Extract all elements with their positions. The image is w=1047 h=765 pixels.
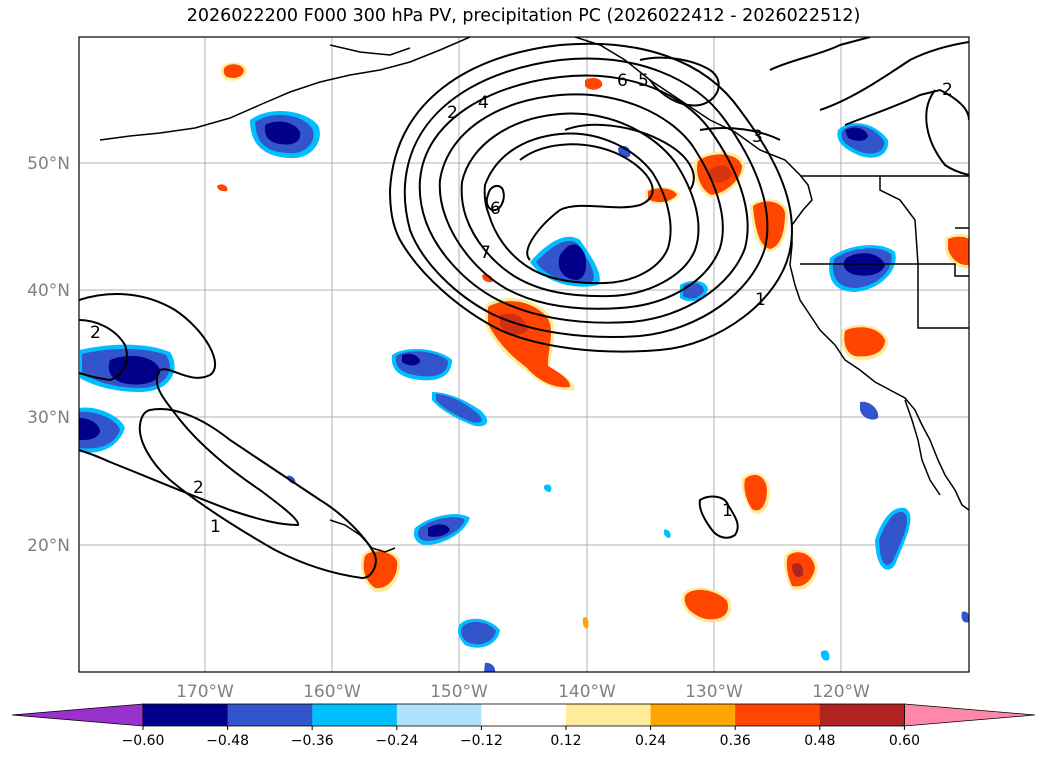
colorbar-tick-label: 0.60 — [889, 733, 920, 749]
map-frame — [78, 36, 970, 673]
contour-label: 1 — [755, 290, 766, 310]
precip-negative-blobs — [79, 110, 969, 672]
contour-label: 4 — [478, 93, 489, 113]
lon-label-160w: 160°W — [303, 682, 361, 702]
colorbar-tick-label: 0.36 — [720, 733, 751, 749]
lon-label-150w: 150°W — [430, 682, 488, 702]
contour-label: 5 — [638, 71, 649, 91]
lat-label-30n: 30°N — [27, 408, 70, 428]
longitude-labels: 170°W 160°W 150°W 140°W 130°W 120°W — [176, 682, 870, 702]
lon-label-170w: 170°W — [176, 682, 234, 702]
colorbar-tick-label: −0.60 — [122, 733, 165, 749]
contour-label: 2 — [447, 103, 458, 123]
contour-label: 2 — [90, 323, 101, 343]
contour-label: 6 — [490, 199, 501, 219]
colorbar-segment — [650, 704, 736, 726]
lat-label-40n: 40°N — [27, 281, 70, 301]
colorbar-extend-low — [11, 703, 144, 727]
contour-label: 2 — [942, 80, 953, 100]
colorbar-segment — [312, 704, 398, 726]
colorbar-tick-label: 0.48 — [804, 733, 835, 749]
colorbar-segment — [396, 704, 482, 726]
colorbar-tick-label: −0.12 — [460, 733, 503, 749]
colorbar-tick-label: 0.12 — [550, 733, 581, 749]
contour-label: 6 — [617, 71, 628, 91]
pv-contours — [79, 37, 969, 580]
colorbar-ticks: −0.60 −0.48 −0.36 −0.24 −0.12 0.12 0.24 0.36 0.4… — [122, 726, 920, 749]
lon-label-130w: 130°W — [685, 682, 743, 702]
colorbar-tick-label: −0.36 — [291, 733, 334, 749]
contour-label: 2 — [193, 478, 204, 498]
contour-label: 1 — [210, 517, 221, 537]
contour-label: 7 — [480, 243, 491, 263]
colorbar-segment — [819, 704, 905, 726]
coastlines — [99, 37, 969, 553]
colorbar-tick-label: −0.24 — [375, 733, 418, 749]
latitude-labels: 50°N 40°N 30°N 20°N — [27, 154, 70, 556]
colorbar-segment — [143, 704, 229, 726]
colorbar-tick-label: −0.48 — [206, 733, 249, 749]
lon-label-120w: 120°W — [812, 682, 870, 702]
colorbar-extend-high — [904, 703, 1036, 727]
map-title: 2026022200 F000 300 hPa PV, precipitatio… — [186, 6, 861, 26]
contour-labels: 2 4 6 5 3 6 7 1 2 2 1 1 2 — [90, 71, 953, 537]
lon-label-140w: 140°W — [558, 682, 616, 702]
colorbar-segment — [227, 704, 313, 726]
lat-label-20n: 20°N — [27, 536, 70, 556]
colorbar-tick-label: 0.24 — [635, 733, 666, 749]
contour-label: 1 — [722, 501, 733, 521]
colorbar-frame — [142, 703, 905, 727]
colorbar-segment — [735, 704, 821, 726]
precip-positive-blobs — [217, 62, 969, 629]
lat-label-50n: 50°N — [27, 154, 70, 174]
colorbar-segment — [566, 704, 652, 726]
colorbar — [11, 703, 1036, 727]
contour-label: 3 — [752, 127, 763, 147]
colorbar-segment — [481, 704, 567, 726]
